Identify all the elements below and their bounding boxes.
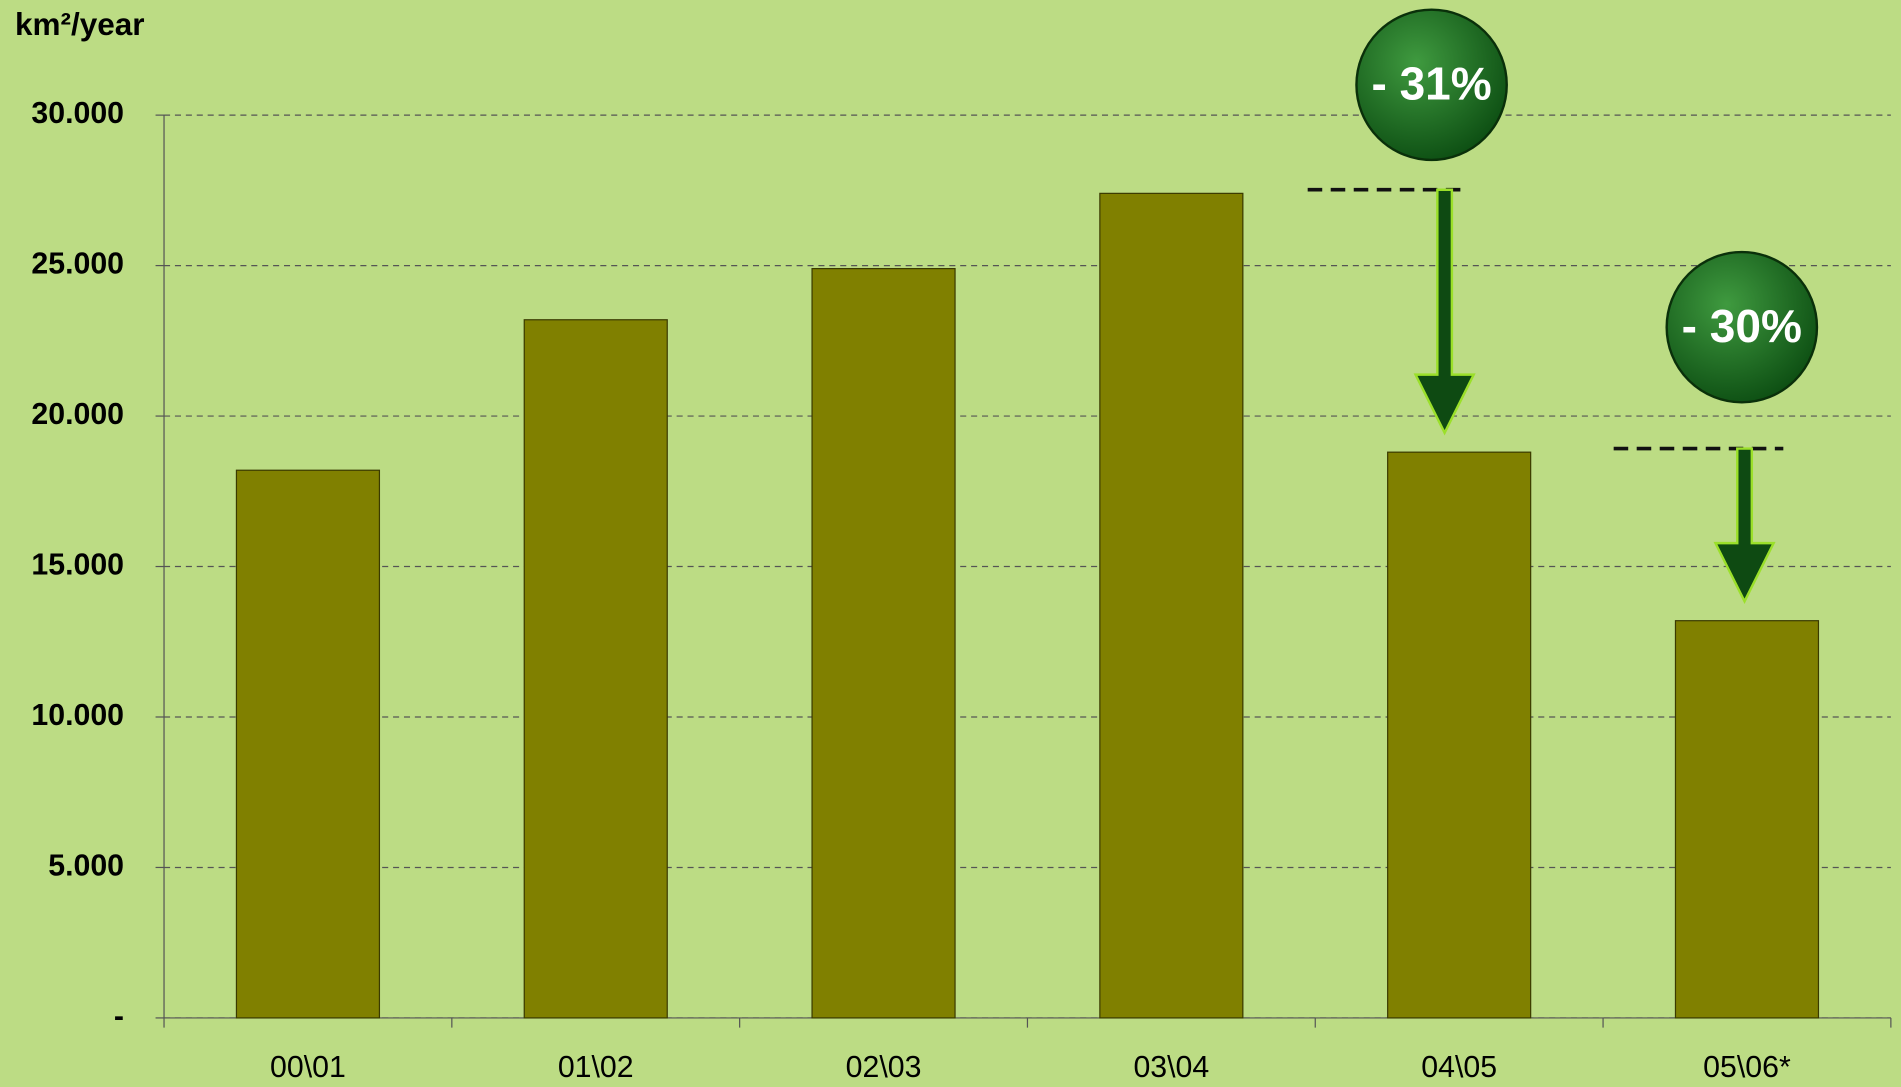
bar <box>811 267 956 1019</box>
y-tick-label: 15.000 <box>31 549 124 582</box>
y-tick-label: 30.000 <box>31 97 124 130</box>
y-tick-label: 5.000 <box>48 849 124 882</box>
annotation: - 31% <box>1371 57 1491 109</box>
y-tick-label: 10.000 <box>31 699 124 732</box>
arrow <box>1413 188 1476 436</box>
bar <box>1674 620 1820 1019</box>
annotation-bubble <box>1355 8 1508 162</box>
bar <box>523 319 668 1019</box>
annotation: - 30% <box>1682 300 1802 352</box>
x-tick-label: 04\05 <box>1421 1051 1497 1084</box>
bar <box>235 469 381 1019</box>
bar <box>1387 451 1532 1019</box>
y-axis-label: km²/year <box>15 6 145 42</box>
y-tick-label: 20.000 <box>31 398 124 431</box>
x-tick-label: 05\06* <box>1703 1051 1791 1084</box>
y-tick-label: 25.000 <box>31 248 124 281</box>
x-tick-label: 03\04 <box>1133 1051 1209 1084</box>
arrow <box>1713 447 1776 605</box>
annotation-bubble <box>1665 250 1819 404</box>
x-tick-label: 02\03 <box>846 1051 922 1084</box>
x-tick-label: 01\02 <box>558 1051 634 1084</box>
x-tick-label: 00\01 <box>270 1051 346 1084</box>
y-tick-label: - <box>114 1000 124 1033</box>
bar <box>1099 192 1244 1019</box>
